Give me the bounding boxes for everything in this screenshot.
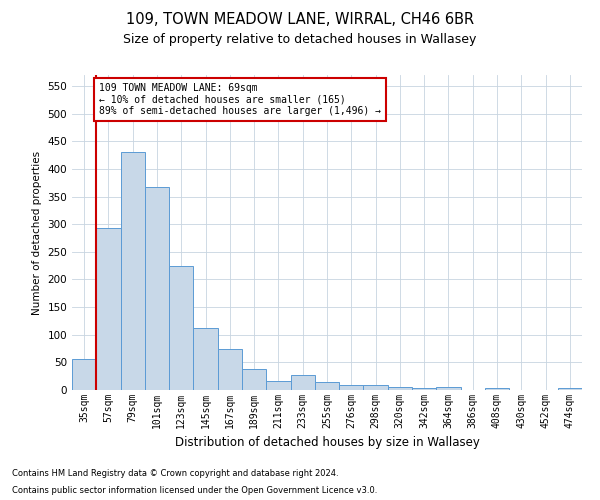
Bar (290, 375, 315, 390)
Text: Contains HM Land Registry data © Crown copyright and database right 2024.: Contains HM Land Registry data © Crown c… (12, 468, 338, 477)
Bar (412, 388, 436, 390)
Bar (193, 328, 218, 390)
Bar (218, 348, 242, 390)
Bar (96, 228, 121, 390)
Bar (436, 387, 461, 390)
Bar (485, 388, 509, 390)
Bar (169, 266, 193, 390)
Y-axis label: Number of detached properties: Number of detached properties (32, 150, 42, 314)
X-axis label: Distribution of detached houses by size in Wallasey: Distribution of detached houses by size … (175, 436, 479, 450)
Bar (266, 380, 290, 390)
Text: Contains public sector information licensed under the Open Government Licence v3: Contains public sector information licen… (12, 486, 377, 495)
Text: 109 TOWN MEADOW LANE: 69sqm
← 10% of detached houses are smaller (165)
89% of se: 109 TOWN MEADOW LANE: 69sqm ← 10% of det… (99, 84, 381, 116)
Bar (315, 382, 339, 390)
Bar (558, 388, 582, 390)
Text: 109, TOWN MEADOW LANE, WIRRAL, CH46 6BR: 109, TOWN MEADOW LANE, WIRRAL, CH46 6BR (126, 12, 474, 28)
Bar (339, 385, 364, 390)
Bar (72, 358, 96, 390)
Bar (242, 369, 266, 390)
Text: Size of property relative to detached houses in Wallasey: Size of property relative to detached ho… (124, 32, 476, 46)
Bar (121, 152, 145, 390)
Bar (388, 387, 412, 390)
Bar (364, 385, 388, 390)
Bar (145, 187, 169, 390)
